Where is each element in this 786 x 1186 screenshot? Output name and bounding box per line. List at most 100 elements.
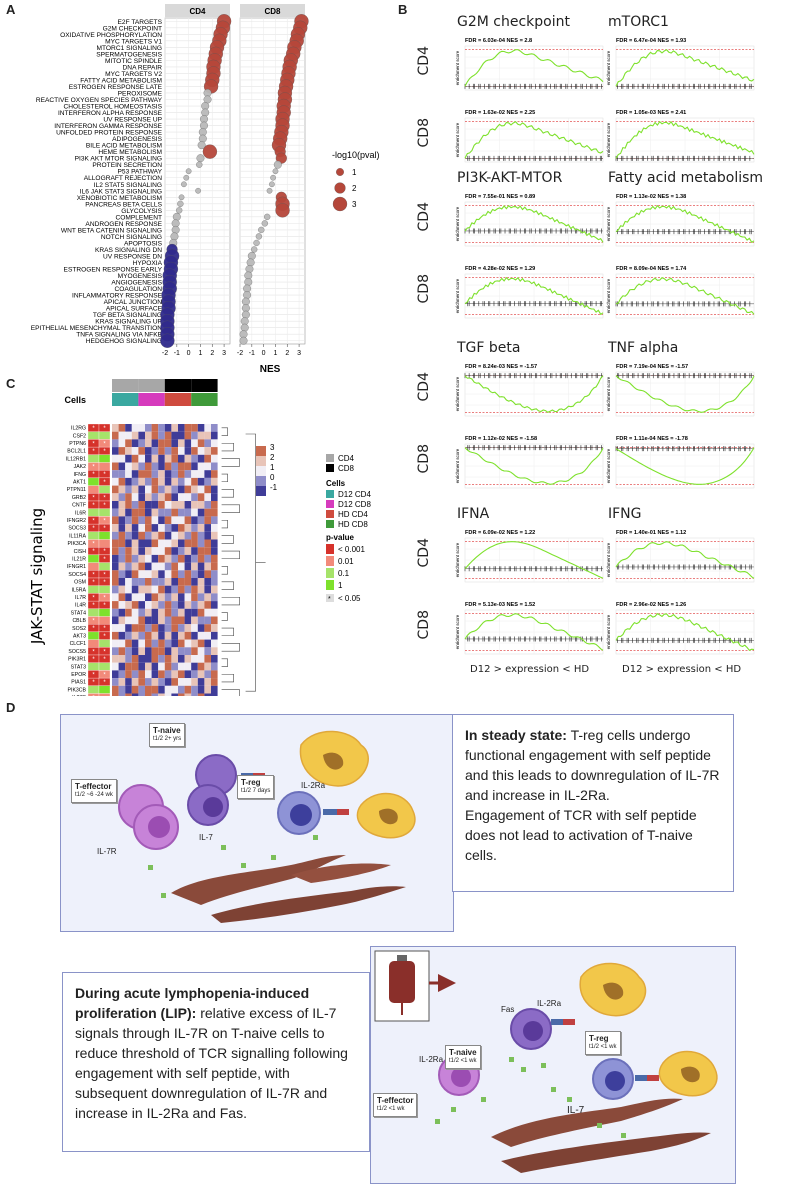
side-title: JAK-STAT signaling xyxy=(28,508,46,645)
legend-group-label: CD4 xyxy=(338,454,355,463)
dendrogram-branch xyxy=(221,519,228,529)
heatmap-cell xyxy=(197,493,205,501)
data-points xyxy=(160,14,309,348)
heatmap-cell xyxy=(145,585,152,594)
heatmap-cell xyxy=(178,493,185,501)
heatmap-cell xyxy=(211,485,218,494)
sig-mark: * xyxy=(92,672,95,678)
heatmap-cell xyxy=(184,539,192,548)
heatmap-cell xyxy=(191,601,198,609)
y-axis-label: enrichment score xyxy=(606,50,611,85)
heatmap-cell xyxy=(197,470,205,478)
sig-mark: * xyxy=(92,542,95,548)
heatmap-cell xyxy=(204,693,211,696)
heatmap-cell xyxy=(131,462,139,471)
heatmap-cell xyxy=(131,501,139,509)
heatmap-cell xyxy=(118,570,126,578)
heatmap-cell xyxy=(164,624,172,632)
heatmap-cell xyxy=(191,439,198,448)
heatmap-cell xyxy=(125,470,132,478)
gene-label: CNTF xyxy=(72,503,86,509)
point-cd8 xyxy=(266,187,273,194)
heatmap-cell xyxy=(118,631,126,640)
pathway-label: ADIPOGENESIS xyxy=(112,136,162,143)
sig-swatch xyxy=(326,594,334,602)
lip-tag-t-naive-halflife: t1/2 <1 wk xyxy=(449,1058,477,1064)
scale-swatch xyxy=(256,456,266,466)
sig-mark: * xyxy=(103,672,106,678)
heatmap-cell xyxy=(184,547,192,555)
heatmap-cell xyxy=(197,647,205,655)
heatmap-cell xyxy=(131,662,139,671)
heatmap-cell xyxy=(131,678,139,686)
heatmap-cell xyxy=(118,516,126,525)
heatmap-cell xyxy=(164,431,172,440)
gene-label: AKT1 xyxy=(73,480,86,486)
heatmap-cell xyxy=(118,431,126,440)
heatmap-cell xyxy=(138,516,145,525)
point-cd8 xyxy=(253,239,260,247)
pathway-label: WNT BETA CATENIN SIGNALING xyxy=(61,227,162,234)
heatmap-cell xyxy=(131,447,139,455)
sig-mark: * xyxy=(92,626,95,632)
point-cd4 xyxy=(171,225,180,234)
label-il2ra: IL-2Ra xyxy=(301,781,326,790)
heatmap-cell xyxy=(178,693,185,696)
y-axis-label: enrichment score xyxy=(455,206,460,241)
gsea-stat: FDR = 6.03e-04 NES = 2.8 xyxy=(465,38,532,44)
heatmap-cell xyxy=(184,462,192,471)
heatmap-cell xyxy=(158,631,165,640)
heatmap-cell xyxy=(184,631,192,640)
tag-t-reg-halflife: t1/2 7 days xyxy=(241,788,271,794)
scale-tick: -1 xyxy=(270,483,278,492)
pathway-label: MITOTIC SPINDLE xyxy=(105,58,163,65)
pvalue-cell xyxy=(98,662,111,671)
heatmap-cell xyxy=(197,624,205,632)
row-label-cd8: CD8 xyxy=(416,444,432,474)
pathway-label: REACTIVE OXYGEN SPECIES PATHWAY xyxy=(36,97,163,104)
y-axis-label: enrichment score xyxy=(455,122,460,157)
gsea-plot-cd4: FDR = 7.19e-04 NES = -1.57 enrichment sco… xyxy=(606,364,755,417)
enrichment-curve xyxy=(464,613,604,651)
point-cd4 xyxy=(178,194,185,201)
pathway-label: ALLOGRAFT REJECTION xyxy=(84,175,163,182)
gsea-title: IFNG xyxy=(608,506,642,522)
gene-label: JAK2 xyxy=(74,464,87,470)
legend-group-swatch xyxy=(326,454,334,462)
heatmap-cell xyxy=(138,447,145,455)
point-cd4 xyxy=(170,232,179,241)
pathway-label: KRAS SIGNALING DN xyxy=(95,247,162,254)
pvalue-label: 0.01 xyxy=(338,557,354,566)
pvalue-cell xyxy=(87,639,100,648)
heatmap-cell xyxy=(164,508,172,517)
heatmap-cell xyxy=(204,570,211,578)
heatmap-cell xyxy=(145,524,152,532)
pathway-label: DNA REPAIR xyxy=(123,64,163,71)
pvalue-cell xyxy=(98,585,111,594)
heatmap-cell xyxy=(191,678,198,686)
heatmap-cell xyxy=(151,616,159,625)
heatmap-cell xyxy=(171,454,178,463)
dendrogram-branch xyxy=(221,596,240,606)
lip-tag-t-naive-label: T-naive xyxy=(449,1048,477,1057)
heatmap-cell xyxy=(138,693,145,696)
facet-label: CD4 xyxy=(189,7,206,16)
heatmap-cell xyxy=(178,678,185,686)
heatmap-cell xyxy=(191,624,198,632)
heatmap-cell xyxy=(171,639,178,648)
heatmap-cell xyxy=(204,655,211,663)
gsea-stat: FDR = 1.12e-02 NES = -1.58 xyxy=(465,436,537,442)
heatmap-cell xyxy=(197,570,205,578)
legend-title: -log10(pval) xyxy=(332,150,380,160)
heatmap-cell xyxy=(151,601,159,609)
steady-state-text: In steady state: T-reg cells undergo fun… xyxy=(452,714,734,892)
sig-mark: * xyxy=(92,603,95,609)
pathway-label: IL2 STAT5 SIGNALING xyxy=(94,182,162,189)
heatmap-cell xyxy=(151,485,159,494)
heatmap-cell xyxy=(204,470,211,478)
heatmap-cell xyxy=(204,508,211,517)
heatmap-cell xyxy=(184,447,192,455)
heatmap-cell xyxy=(158,493,165,501)
heatmap-cell xyxy=(151,570,159,578)
heatmap-cell xyxy=(171,631,178,640)
